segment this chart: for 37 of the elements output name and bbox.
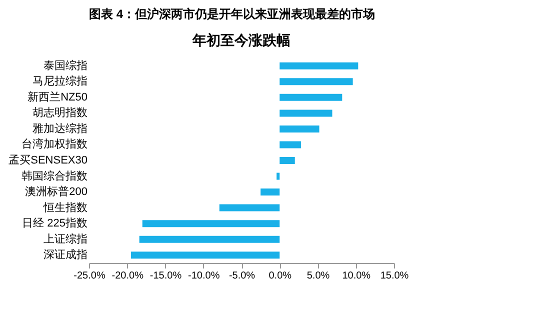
x-tick-label: 0.0% [268,270,292,282]
x-tick-label: -20.0% [112,270,144,282]
y-tick-label: 韩国综合指数 [22,169,88,182]
y-tick-label: 上证综指 [44,232,88,246]
x-tick-label: 10.0% [342,270,371,282]
bar [280,78,353,86]
y-tick-label: 台湾加权指数 [22,138,88,151]
x-tick-label: -15.0% [150,270,182,282]
y-tick-label: 胡志明指数 [32,106,88,120]
text: 图表 4：但沪深两市仍是开年以来亚洲表现最差的市场 [89,7,376,21]
bar [260,188,280,196]
bar [280,157,295,164]
y-tick-label: 雅加达综指 [32,122,88,135]
bar [280,62,358,70]
y-tick-label: 泰国综指 [44,58,88,72]
bar [130,252,280,259]
bar [280,94,342,101]
x-tick-label: 15.0% [380,270,409,282]
x-tick-label: 5.0% [306,270,330,282]
chart-title: 年初至今涨跌幅 [192,32,290,48]
y-tick-label: 恒生指数 [42,200,88,214]
x-tick-label: -25.0% [74,270,106,282]
bar [280,125,320,132]
bar [276,172,280,180]
y-tick-label: 日经 225指数 [22,218,88,230]
bar [139,236,280,243]
bar [280,110,332,117]
y-tick-label: 孟买SENSEX30 [8,154,88,166]
x-tick-label: -10.0% [188,270,220,282]
bar [219,204,280,212]
bar [142,220,280,228]
x-tick-label: -5.0% [228,270,256,282]
y-tick-label: 澳洲标普200 [25,185,88,198]
y-tick-label: 新西兰NZ50 [28,90,88,104]
bar [280,141,301,148]
y-tick-label: 马尼拉综指 [32,74,88,88]
y-tick-label: 深证成指 [44,248,88,262]
